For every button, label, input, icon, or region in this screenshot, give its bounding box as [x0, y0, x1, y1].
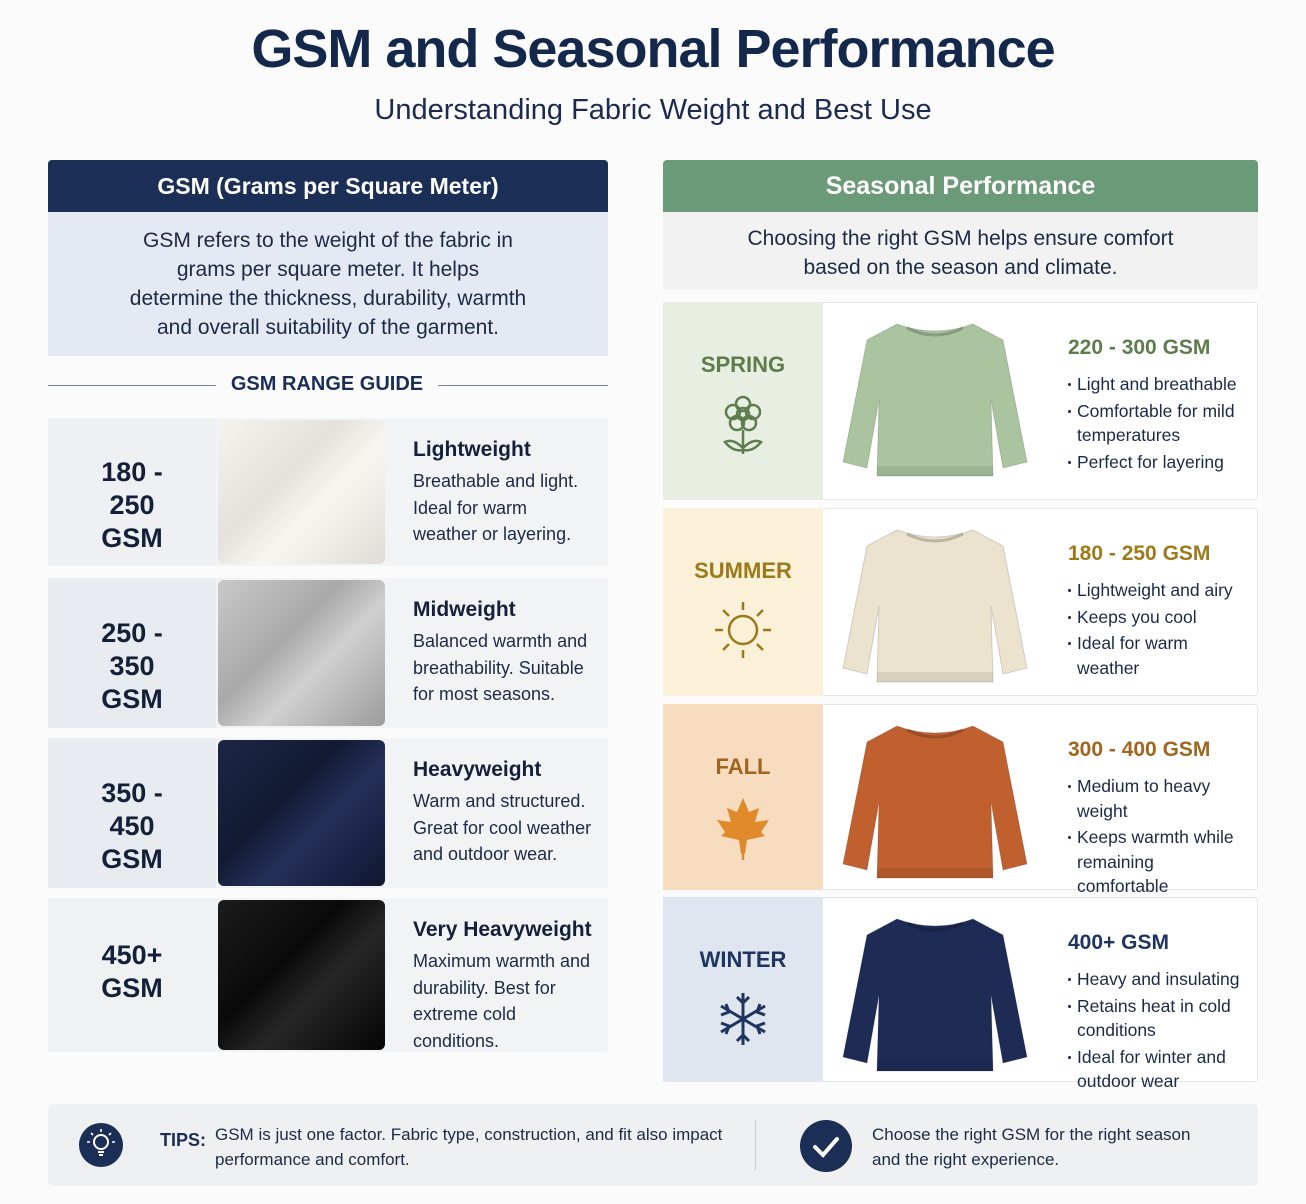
- fabric-image: [218, 580, 385, 726]
- range-description: Balanced warmth and breathability. Suita…: [413, 631, 588, 704]
- sweatshirt: [842, 529, 1028, 683]
- bullet: [1068, 409, 1071, 413]
- bullet: [1068, 460, 1071, 464]
- season-point: Ideal for winter and outdoor wear: [1068, 1045, 1248, 1094]
- range-label: 180 - 250 GSM: [101, 457, 163, 553]
- season-gsm: 180 - 250 GSM: [1068, 542, 1211, 565]
- season-icon: [723, 395, 763, 454]
- season-cell: [663, 897, 823, 1082]
- season-point: Light and breathable: [1068, 372, 1248, 397]
- fabric-image: [218, 740, 385, 886]
- range-description: Warm and structured. Great for cool weat…: [413, 791, 592, 864]
- tips-label: TIPS:: [160, 1130, 207, 1150]
- fabric-image: [218, 420, 385, 564]
- range-name: Lightweight: [413, 438, 531, 461]
- bullet: [1068, 589, 1071, 592]
- season-point: Perfect for layering: [1068, 450, 1248, 475]
- tips-bar: [48, 1104, 1258, 1186]
- season-points: Lightweight and airy Keeps you cool Ideal …: [1068, 578, 1248, 682]
- season-gsm: 400+ GSM: [1068, 931, 1169, 954]
- season-point: Heavy and insulating: [1068, 967, 1248, 992]
- fabric-image: [218, 900, 385, 1050]
- bullet: [1068, 383, 1071, 386]
- bullet: [1068, 1055, 1071, 1059]
- divider: [438, 385, 608, 386]
- bullet: [1068, 836, 1071, 839]
- sweatshirt: [842, 725, 1028, 879]
- bullet: [1068, 642, 1071, 645]
- season-points: Light and breathable Comfortable for mild…: [1068, 372, 1248, 476]
- season-heading: Seasonal Performance: [663, 160, 1258, 212]
- season-description: Choosing the right GSM helps ensure comf…: [663, 212, 1258, 290]
- season-point: Keeps warmth while remaining comfortable: [1068, 825, 1248, 899]
- check-icon: [800, 1120, 852, 1172]
- range-name: Heavyweight: [413, 758, 542, 781]
- season-cell: [663, 302, 823, 500]
- divider: [48, 385, 216, 386]
- bulb-icon: [79, 1123, 123, 1167]
- season-label: WINTER: [699, 947, 787, 972]
- tips-note: Choose the right GSM for the right seaso…: [872, 1125, 1191, 1169]
- bullet: [1068, 978, 1071, 981]
- range-description: Breathable and light. Ideal for warm wea…: [413, 471, 579, 544]
- range-label: 250 - 350 GSM: [101, 618, 163, 714]
- range-cell: [48, 738, 216, 888]
- range-label: 450+ GSM: [101, 940, 163, 1003]
- range-cell: [48, 578, 216, 728]
- season-gsm: 300 - 400 GSM: [1068, 738, 1211, 761]
- subtitle: Understanding Fabric Weight and Best Use: [374, 94, 932, 126]
- range-name: Midweight: [413, 598, 516, 621]
- tips-text: GSM is just one factor. Fabric type, con…: [215, 1125, 723, 1169]
- guide-label: GSM RANGE GUIDE: [230, 373, 424, 395]
- title: GSM and Seasonal Performance: [251, 19, 1055, 79]
- range-label: 350 - 450 GSM: [101, 778, 163, 874]
- season-label: SUMMER: [694, 558, 792, 583]
- season-gsm: 220 - 300 GSM: [1068, 336, 1211, 359]
- sweatshirt: [842, 918, 1028, 1072]
- season-point: Lightweight and airy: [1068, 578, 1248, 603]
- range-name: Very Heavyweight: [413, 918, 592, 941]
- season-points: Heavy and insulating Retains heat in cold…: [1068, 967, 1248, 1096]
- sweatshirt: [842, 323, 1028, 477]
- range-cell: [48, 898, 216, 1052]
- bullet: [1068, 615, 1071, 619]
- season-point: Retains heat in cold conditions: [1068, 994, 1248, 1043]
- season-label: FALL: [715, 754, 771, 779]
- season-point: Keeps you cool: [1068, 605, 1248, 630]
- season-point: Ideal for warm weather: [1068, 631, 1248, 680]
- season-point: Comfortable for mild temperatures: [1068, 399, 1248, 448]
- range-cell: [48, 418, 216, 566]
- bullet: [1068, 785, 1071, 788]
- gsm-heading: GSM (Grams per Square Meter): [48, 160, 608, 212]
- gsm-description: GSM refers to the weight of the fabric i…: [48, 212, 608, 356]
- bullet: [1068, 1004, 1071, 1008]
- season-icon: [715, 602, 771, 658]
- range-description: Maximum warmth and durability. Best for …: [413, 951, 591, 1051]
- season-icon: [720, 993, 766, 1045]
- season-label: SPRING: [700, 352, 786, 377]
- season-icon: [717, 798, 769, 860]
- divider: [755, 1120, 756, 1170]
- season-point: Medium to heavy weight: [1068, 774, 1248, 823]
